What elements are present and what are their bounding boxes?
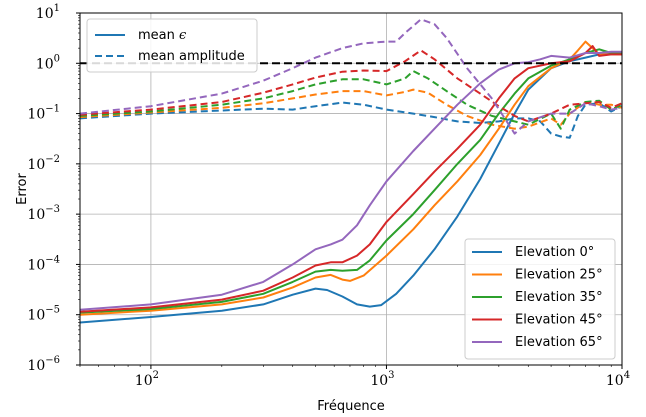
series-line-mean-amplitude [80,18,622,135]
y-tick-label: 10−3 [27,204,60,223]
series-legend-box [464,238,616,360]
x-tick-label: 102 [135,370,159,389]
axes-frame [79,12,623,366]
x-tick-label: 103 [370,370,394,389]
series-legend: Elevation 0° Elevation 25° Elevation 35° El… [464,238,616,360]
style-legend: mean ϵ mean amplitude [86,18,258,73]
series-group [80,18,622,324]
series-line-mean-amplitude [80,49,622,123]
ticks: 102 103 104 10−6 10−5 10−4 10−3 10−2 10−1 100 101 [27,3,630,389]
style-legend-box [86,18,258,73]
series-line-mean-amplitude [80,70,622,130]
series-legend-label: Elevation 25° [515,268,603,283]
series-legend-label: Elevation 35° [515,290,603,305]
y-tick-label: 10−4 [27,254,60,273]
series-legend-label: Elevation 65° [515,335,603,350]
y-tick-label: 10−5 [27,305,60,324]
series-legend-label: Elevation 0° [515,245,594,260]
series-line-mean-error [80,48,622,314]
style-legend-label: mean ϵ [138,28,187,43]
series-legend-label: Elevation 45° [515,313,603,328]
y-axis-label: Error [15,173,30,205]
x-tick-label: 104 [606,370,630,389]
style-legend-label: mean amplitude [138,49,245,64]
plot-area [80,18,622,324]
y-tick-label: 100 [36,53,60,72]
x-axis-label: Fréquence [317,399,384,414]
y-tick-label: 10−1 [27,104,60,123]
y-tick-label: 10−6 [27,355,60,374]
series-line-mean-error [80,50,622,311]
y-tick-label: 101 [36,3,60,22]
y-tick-label: 10−2 [27,154,60,173]
